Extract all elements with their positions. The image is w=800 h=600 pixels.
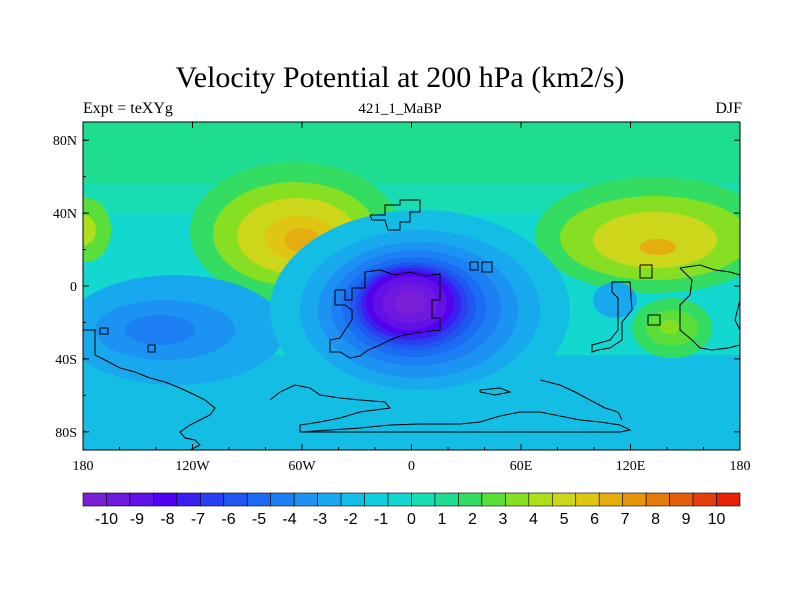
colorbar-swatch xyxy=(340,492,365,507)
axis-ticks: 180 120W 60W 0 60E 120E 180 80N 40N 0 40S 80S xyxy=(53,122,751,474)
colorbar-swatch xyxy=(200,492,225,507)
contour-blob xyxy=(593,282,637,318)
colorbar-label: 1 xyxy=(438,511,447,528)
colorbar-swatch xyxy=(317,492,342,507)
colorbar-swatch xyxy=(692,492,717,507)
coastline xyxy=(469,261,479,271)
colorbar-label: -9 xyxy=(130,511,144,528)
coastline xyxy=(591,281,633,353)
colorbar-label: 5 xyxy=(560,511,569,528)
x-tick-label: 180 xyxy=(73,459,94,474)
colorbar-label: -10 xyxy=(95,511,118,528)
coastline xyxy=(329,269,441,359)
x-tick-label: 120E xyxy=(616,459,646,474)
colorbar-label: -6 xyxy=(221,511,235,528)
x-tick-label: 120W xyxy=(175,459,210,474)
x-tick-label: 0 xyxy=(408,459,415,474)
contour-blob xyxy=(83,198,111,262)
colorbar-label: -2 xyxy=(343,511,357,528)
run-label: 421_1_MaBP xyxy=(358,101,442,117)
colorbar-swatch xyxy=(716,492,741,507)
colorbar-swatch xyxy=(505,492,530,507)
contour-blob xyxy=(660,320,680,334)
colorbar-swatch xyxy=(129,492,154,507)
colorbar-swatch xyxy=(106,492,131,507)
plot-title: Velocity Potential at 200 hPa (km2/s) xyxy=(175,61,625,94)
contour-blob xyxy=(394,291,426,315)
colorbar-label: -4 xyxy=(282,511,296,528)
colorbar-swatch xyxy=(270,492,295,507)
coastline xyxy=(639,264,653,279)
y-tick-label: 0 xyxy=(70,280,77,295)
x-tick-label: 180 xyxy=(730,459,751,474)
coastline xyxy=(647,314,661,326)
coastline xyxy=(83,329,216,450)
coastline xyxy=(679,264,740,351)
colorbar-swatch xyxy=(293,492,318,507)
colorbar-label: 4 xyxy=(529,511,538,528)
colorbar-label: 6 xyxy=(590,511,599,528)
colorbar-swatch xyxy=(364,492,389,507)
colorbar-label: 2 xyxy=(468,511,477,528)
colorbar-label: 3 xyxy=(499,511,508,528)
colorbar-label: -1 xyxy=(374,511,388,528)
coastline xyxy=(269,384,632,433)
x-tick-label: 60E xyxy=(510,459,533,474)
colorbar-label: -8 xyxy=(160,511,174,528)
colorbar-swatch xyxy=(575,492,600,507)
colorbar-swatch xyxy=(528,492,553,507)
colorbar-label: 9 xyxy=(682,511,691,528)
coastline xyxy=(369,199,421,231)
colorbar-label: 10 xyxy=(708,511,726,528)
colorbar-swatch xyxy=(669,492,694,507)
season-label: DJF xyxy=(715,100,742,117)
colorbar-swatch xyxy=(387,492,412,507)
colorbar-swatch xyxy=(246,492,272,507)
colorbar-swatch xyxy=(176,492,201,507)
colorbar-swatch xyxy=(481,492,506,507)
contour-field xyxy=(83,122,740,450)
colorbar-swatch xyxy=(434,492,459,507)
contour-blob xyxy=(640,239,676,255)
colorbar-swatch xyxy=(458,492,483,507)
colorbar-swatch xyxy=(598,492,623,507)
coastline xyxy=(539,379,623,421)
coastline xyxy=(481,261,493,273)
colorbar-label: 8 xyxy=(651,511,660,528)
experiment-label: Expt = teXYg xyxy=(83,100,173,117)
y-tick-label: 40S xyxy=(55,353,77,368)
contour-blob xyxy=(125,315,195,345)
coastlines xyxy=(83,199,740,450)
contour-band xyxy=(83,122,740,184)
colorbar-swatch xyxy=(622,492,647,507)
x-tick-label: 60W xyxy=(288,459,316,474)
colorbar-swatch xyxy=(551,492,577,507)
colorbar-label: -3 xyxy=(313,511,327,528)
y-tick-label: 80N xyxy=(53,134,77,149)
contour-blob xyxy=(83,215,96,245)
colorbar-label: 0 xyxy=(407,511,416,528)
colorbar-label: 7 xyxy=(621,511,630,528)
colorbar-label: -7 xyxy=(191,511,205,528)
coastline xyxy=(99,327,109,335)
coastline xyxy=(479,387,512,396)
colorbar: -10 -9 -8 -7 -6 -5 -4 -3 -2 -1 0 1 2 3 4 5 6 7 8 9 10 xyxy=(82,492,741,528)
coastline xyxy=(147,344,156,353)
colorbar-swatch xyxy=(411,492,436,507)
colorbar-swatch xyxy=(153,492,178,507)
colorbar-swatch xyxy=(645,492,670,507)
colorbar-swatch xyxy=(82,492,107,507)
colorbar-swatch xyxy=(223,492,248,507)
colorbar-label: -5 xyxy=(252,511,266,528)
y-tick-label: 80S xyxy=(55,426,77,441)
y-tick-label: 40N xyxy=(53,207,77,222)
